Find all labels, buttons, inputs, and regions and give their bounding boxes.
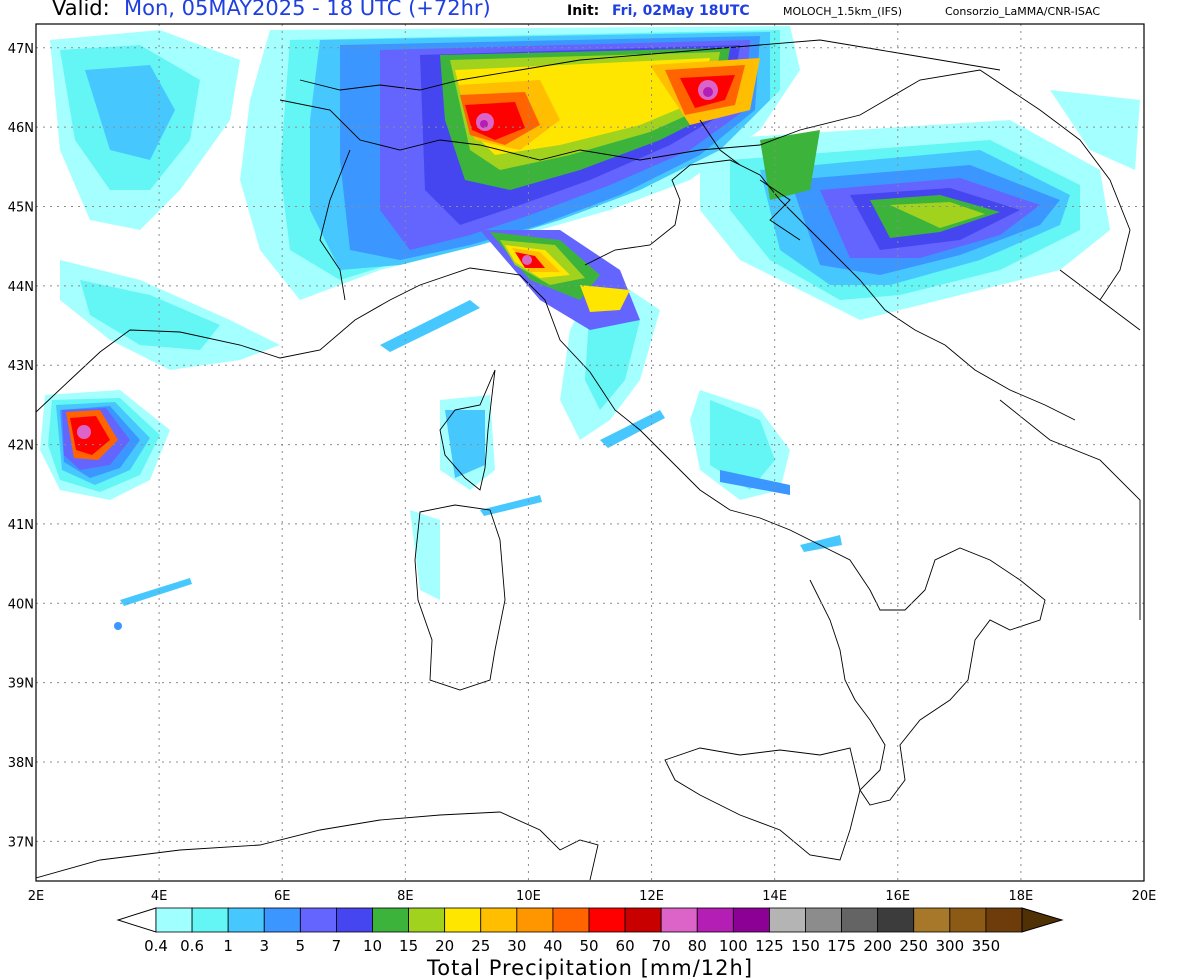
colorbar-swatch <box>516 907 554 933</box>
init-label: Init: <box>567 3 600 19</box>
lat-tick-label: 43N <box>8 359 34 374</box>
colorbar-label: 100 <box>719 937 748 955</box>
coastlines <box>36 39 1141 881</box>
colorbar-swatch <box>660 907 698 933</box>
valid-time-value: Mon, 05MAY2025 - 18 UTC (+72hr) <box>124 0 491 20</box>
lon-tick-label: 12E <box>639 889 664 904</box>
lat-tick-label: 40N <box>8 597 34 612</box>
model-name: MOLOCH_1.5km_(IFS) <box>783 5 903 18</box>
colorbar-swatch <box>841 907 879 933</box>
colorbar-swatch <box>588 907 626 933</box>
lon-tick-label: 16E <box>885 889 910 904</box>
graticule <box>36 24 1144 881</box>
precip-field <box>40 26 1140 630</box>
colorbar-label: 15 <box>399 937 418 955</box>
colorbar-label: 125 <box>755 937 784 955</box>
colorbar-label: 175 <box>827 937 856 955</box>
colorbar-swatch <box>299 907 337 933</box>
colorbar-swatch <box>913 907 951 933</box>
lat-tick-label: 47N <box>8 42 34 57</box>
lat-tick-label: 46N <box>8 121 34 136</box>
lon-tick-label: 2E <box>28 889 45 904</box>
colorbar-swatch <box>985 907 1023 933</box>
colorbar-label: 0.6 <box>180 937 204 955</box>
lat-tick-label: 45N <box>8 201 34 216</box>
colorbar-title: Total Precipitation [mm/12h] <box>426 956 753 980</box>
colorbar-label: 50 <box>579 937 598 955</box>
init-time-value: Fri, 02May 18UTC <box>612 3 750 19</box>
colorbar-label: 25 <box>471 937 490 955</box>
colorbar-label: 300 <box>936 937 965 955</box>
latitude-labels: 47N 46N 45N 44N 43N 42N 41N 40N 39N 38N 37N <box>8 42 34 851</box>
colorbar-label: 30 <box>507 937 526 955</box>
lat-tick-label: 37N <box>8 835 34 850</box>
credit-text: Consorzio_LaMMA/CNR-ISAC <box>945 5 1101 18</box>
lat-tick-label: 38N <box>8 756 34 771</box>
colorbar-swatch <box>949 907 987 933</box>
colorbar-label: 60 <box>616 937 635 955</box>
colorbar-label: 40 <box>543 937 562 955</box>
lat-tick-label: 42N <box>8 439 34 454</box>
colorbar-swatch <box>769 907 806 933</box>
lon-tick-label: 4E <box>151 889 168 904</box>
header-bar: Valid: Mon, 05MAY2025 - 18 UTC (+72hr) I… <box>0 0 1180 24</box>
colorbar-label: 3 <box>259 937 269 955</box>
colorbar-label: 20 <box>435 937 454 955</box>
colorbar-label: 7 <box>332 937 342 955</box>
lat-tick-label: 39N <box>8 677 34 692</box>
longitude-labels: 2E 4E 6E 8E 10E 12E 14E 16E 18E 20E <box>28 889 1157 904</box>
colorbar-swatch <box>624 907 662 933</box>
lat-tick-label: 44N <box>8 280 34 295</box>
colorbar-swatch <box>696 907 734 933</box>
lon-tick-label: 14E <box>762 889 787 904</box>
colorbar-label: 5 <box>296 937 306 955</box>
colorbar-label: 250 <box>899 937 928 955</box>
colorbar-label: 150 <box>791 937 820 955</box>
colorbar-label: 350 <box>972 937 1001 955</box>
colorbar-label: 10 <box>363 937 382 955</box>
lon-tick-label: 18E <box>1009 889 1034 904</box>
lon-tick-label: 8E <box>397 889 414 904</box>
colorbar-swatch <box>444 907 482 933</box>
colorbar-min-arrow <box>116 907 157 933</box>
lat-tick-label: 41N <box>8 518 34 533</box>
colorbar-swatch <box>552 907 590 933</box>
colorbar-label: 80 <box>688 937 707 955</box>
colorbar-max-arrow <box>1021 907 1064 933</box>
colorbar-swatch <box>805 907 842 933</box>
colorbar-swatch <box>372 907 409 933</box>
valid-label: Valid: <box>52 0 110 20</box>
colorbar-label: 200 <box>863 937 892 955</box>
colorbar <box>116 907 1064 933</box>
colorbar-label: 70 <box>652 937 671 955</box>
colorbar-swatch <box>336 907 373 933</box>
colorbar-swatch <box>480 907 518 933</box>
colorbar-swatch <box>191 907 229 933</box>
lon-tick-label: 10E <box>516 889 541 904</box>
colorbar-swatch <box>732 907 770 933</box>
colorbar-swatch <box>155 907 193 933</box>
colorbar-swatch <box>227 907 265 933</box>
colorbar-label: 0.4 <box>144 937 168 955</box>
colorbar-swatch <box>408 907 446 933</box>
lon-tick-label: 20E <box>1132 889 1157 904</box>
lon-tick-label: 6E <box>274 889 291 904</box>
colorbar-label: 1 <box>223 937 233 955</box>
colorbar-labels: 0.4 0.6 1 3 5 7 10 15 20 25 30 40 50 60 70 80 100 125 150 1… <box>144 937 1000 955</box>
map-frame <box>35 23 1145 882</box>
colorbar-swatch <box>877 907 915 933</box>
colorbar-swatch <box>263 907 301 933</box>
